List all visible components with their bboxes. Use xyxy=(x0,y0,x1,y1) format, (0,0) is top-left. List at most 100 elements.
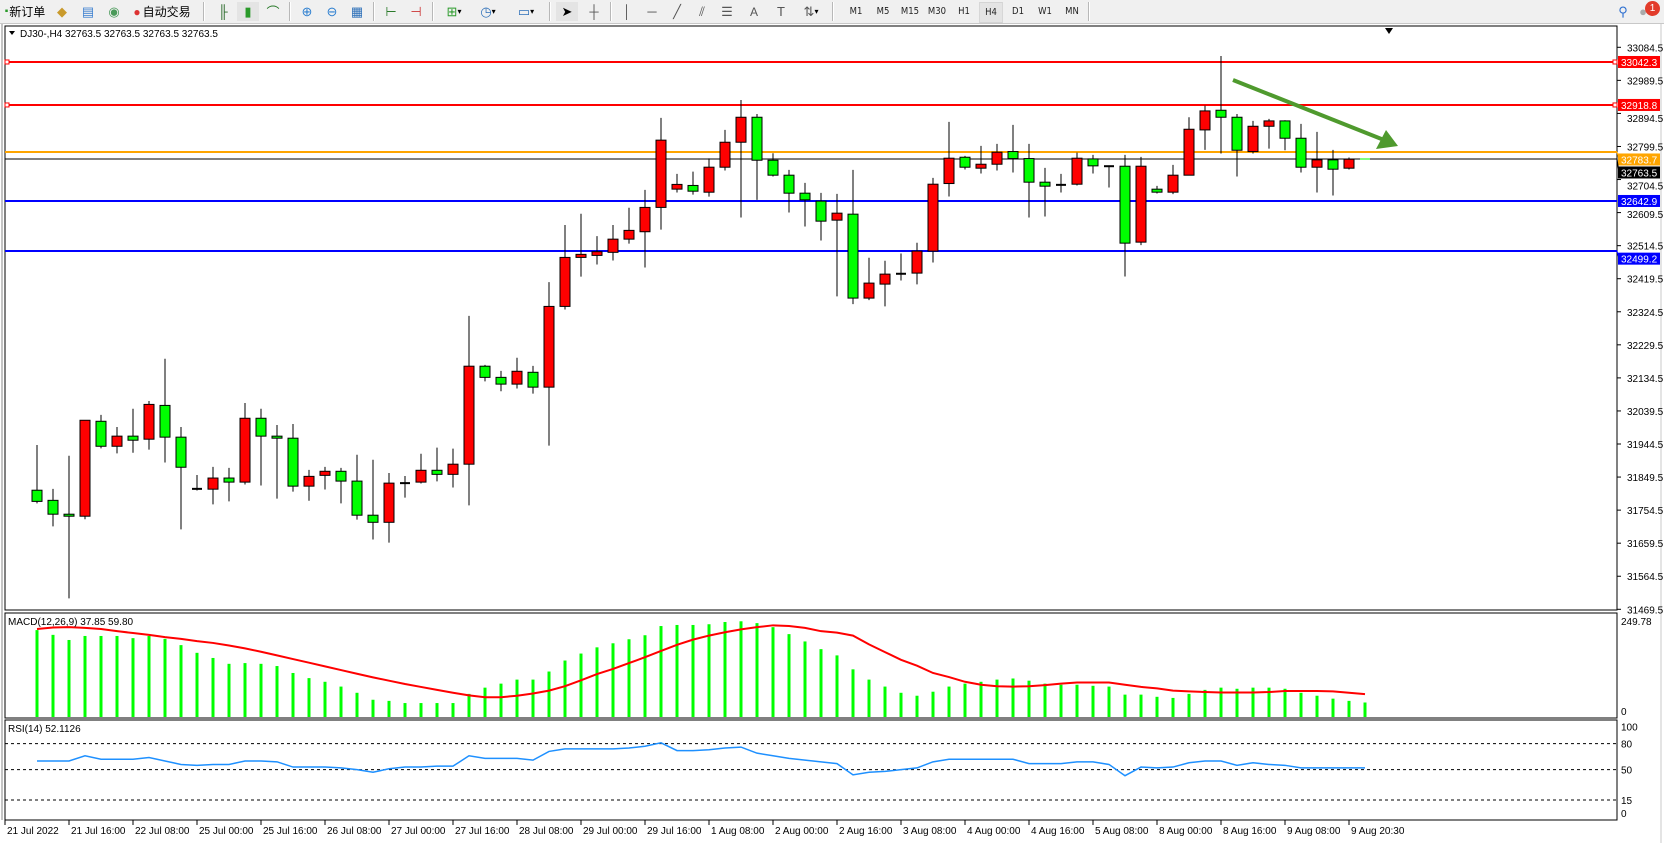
timeframe-m15[interactable]: M15 xyxy=(900,6,920,17)
equidistant-channel-icon[interactable]: ⫽ xyxy=(699,3,705,19)
candle xyxy=(1295,123,1307,173)
candle-body xyxy=(623,229,635,240)
candle-body xyxy=(351,480,363,516)
timeframe-h1[interactable]: H1 xyxy=(958,6,970,17)
line-chart-icon[interactable]: ⌒ xyxy=(266,5,280,20)
templates-icon[interactable]: ▭ ▾ xyxy=(517,3,535,19)
horizontal-line-icon[interactable]: ─ xyxy=(647,4,657,19)
tile-windows-icon[interactable]: ▦ xyxy=(350,3,364,19)
new-order-button[interactable]: ▪ 新订单 xyxy=(4,2,46,21)
candle xyxy=(431,447,443,482)
macd-bar xyxy=(771,627,775,717)
macd-bar xyxy=(275,666,279,717)
macd-axis-zero: 0 xyxy=(1621,707,1627,718)
auto-trading-button[interactable]: ● 自动交易 xyxy=(128,2,196,21)
rsi-line xyxy=(37,741,1366,777)
trend-arrow[interactable] xyxy=(1232,78,1398,149)
cursor-icon[interactable]: ➤ xyxy=(556,2,578,21)
macd-bar xyxy=(899,692,903,717)
macd-bar xyxy=(403,703,407,717)
macd-bar xyxy=(1251,687,1255,717)
text-label-icon[interactable]: T xyxy=(777,4,785,19)
zoom-in-icon[interactable]: ⊕ xyxy=(301,3,313,19)
price-label: 32799.5 xyxy=(1627,142,1664,153)
navigator-icon[interactable]: ▤ xyxy=(81,3,95,19)
macd-pane xyxy=(4,612,1618,719)
timeframe-m5[interactable]: M5 xyxy=(876,6,890,17)
text-icon[interactable]: A xyxy=(749,4,758,19)
price-tag xyxy=(1618,194,1660,207)
price-label: 31944.5 xyxy=(1627,440,1664,451)
separator xyxy=(832,2,834,21)
line-handle xyxy=(1612,102,1618,108)
candle xyxy=(799,182,811,227)
candle-body xyxy=(31,489,43,502)
time-label: 2 Aug 16:00 xyxy=(839,826,893,837)
candle-body xyxy=(1311,159,1323,168)
line-handle xyxy=(1612,59,1618,65)
candle-body xyxy=(927,183,939,252)
timeframe-mn[interactable]: MN xyxy=(1065,6,1079,17)
candle-body xyxy=(335,470,347,482)
macd-bar xyxy=(243,663,247,717)
candle xyxy=(943,121,955,197)
macd-bar xyxy=(979,681,983,717)
candle xyxy=(815,192,827,241)
time-label: 8 Aug 16:00 xyxy=(1223,826,1277,837)
macd-bar xyxy=(115,635,119,717)
arrow-line[interactable] xyxy=(1232,78,1385,142)
time-label: 22 Jul 08:00 xyxy=(135,826,190,837)
macd-bar xyxy=(1331,698,1335,717)
chart-shift-icon[interactable]: ⊣ xyxy=(410,3,422,19)
macd-bar xyxy=(643,635,647,717)
chart-shift-marker[interactable] xyxy=(1385,28,1393,34)
trendline-icon[interactable]: ╱ xyxy=(673,3,681,19)
candle-body xyxy=(463,365,475,465)
macd-bar xyxy=(1235,688,1239,717)
fibonacci-icon[interactable]: ☰ xyxy=(721,3,733,19)
timeframe-m1[interactable]: M1 xyxy=(849,6,863,17)
market-watch-icon[interactable]: ◆ xyxy=(57,3,67,19)
candle-body xyxy=(639,206,651,233)
symbol-menu-triangle[interactable] xyxy=(9,31,15,35)
notification-icon[interactable]: ● xyxy=(1639,4,1647,19)
crosshair-icon[interactable]: ┼ xyxy=(589,4,599,19)
candle-body xyxy=(367,514,379,523)
notification-badge[interactable]: 1 xyxy=(1645,1,1660,16)
candle-body xyxy=(863,282,875,299)
candle xyxy=(751,113,763,200)
candle-body xyxy=(95,420,107,447)
timeframe-m30[interactable]: M30 xyxy=(927,6,947,17)
macd-bar xyxy=(1171,697,1175,717)
timeframe-w1[interactable]: W1 xyxy=(1038,6,1052,17)
macd-bar xyxy=(1299,692,1303,717)
new-chart-icon[interactable]: ⊞ ▾ xyxy=(446,3,462,19)
time-label: 27 Jul 00:00 xyxy=(391,826,446,837)
price-label: 31849.5 xyxy=(1627,473,1664,484)
price-label: 32039.5 xyxy=(1627,407,1664,418)
candle xyxy=(783,169,795,213)
timeframe-d1[interactable]: D1 xyxy=(1012,6,1024,17)
candle xyxy=(719,129,731,171)
periods-clock-icon[interactable]: ◷ ▾ xyxy=(480,3,496,19)
candle xyxy=(655,117,667,230)
arrows-icon[interactable]: ⇅ ▾ xyxy=(803,3,819,19)
candlestick-icon[interactable]: ▮ xyxy=(237,2,259,21)
candle xyxy=(1151,185,1163,194)
candle-body xyxy=(159,404,171,438)
candle xyxy=(287,423,299,492)
time-label: 8 Aug 00:00 xyxy=(1159,826,1213,837)
macd-bar xyxy=(595,647,599,717)
vertical-line-icon[interactable]: │ xyxy=(622,4,632,19)
candle-body xyxy=(447,463,459,475)
macd-bar xyxy=(947,686,951,717)
search-icon[interactable]: ⚲ xyxy=(1618,3,1628,19)
zoom-out-icon[interactable]: ⊖ xyxy=(326,3,338,19)
candle-body xyxy=(1167,174,1179,193)
bar-chart-icon[interactable]: ╟ xyxy=(218,4,228,19)
auto-scroll-icon[interactable]: ⊢ xyxy=(385,3,397,19)
signals-icon[interactable]: ◉ xyxy=(108,3,120,19)
timeframe-h4[interactable]: H4 xyxy=(979,2,1003,23)
price-label: 32324.5 xyxy=(1627,308,1664,319)
